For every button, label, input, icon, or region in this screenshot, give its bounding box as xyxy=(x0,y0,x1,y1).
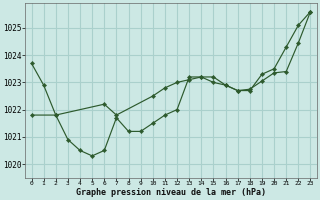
X-axis label: Graphe pression niveau de la mer (hPa): Graphe pression niveau de la mer (hPa) xyxy=(76,188,266,197)
